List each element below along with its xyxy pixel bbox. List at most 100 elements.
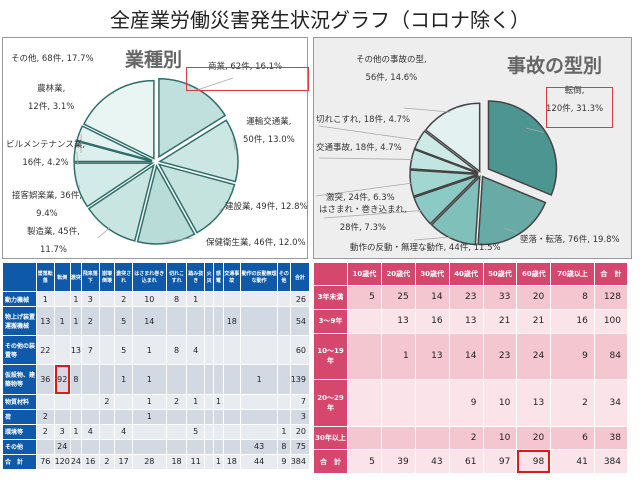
column-header: その他 xyxy=(278,263,290,291)
industry-chart-title: 業種別 xyxy=(125,49,183,71)
table-cell: 5 xyxy=(115,307,132,336)
table-cell: 1 xyxy=(132,336,166,365)
table-cell: 22 xyxy=(37,336,54,365)
table-cell xyxy=(241,336,278,365)
table-cell xyxy=(241,409,278,424)
table-cell: 2 xyxy=(99,394,115,409)
table-cell xyxy=(205,365,214,394)
table-cell xyxy=(54,336,70,365)
table-cell xyxy=(381,426,415,450)
table-cell xyxy=(54,409,70,424)
data-label: ビルメンテナンス業, 16件, 4.2% xyxy=(6,136,85,172)
table-cell xyxy=(214,365,223,394)
table-cell xyxy=(381,380,415,426)
table-cell xyxy=(132,424,166,439)
data-label: 製造業, 45件, 11.7% xyxy=(27,223,80,259)
row-label: 動力機械 xyxy=(3,292,36,307)
table-cell xyxy=(278,394,290,409)
column-header: 合計 xyxy=(290,263,309,291)
table-cell: 384 xyxy=(290,454,309,469)
table-cell xyxy=(115,409,132,424)
accident-type-chart-title: 事故の型別 xyxy=(507,55,603,77)
accident-type-pie-chart xyxy=(315,100,558,246)
pie-slice-6 xyxy=(413,130,479,174)
highlight-box xyxy=(186,67,309,91)
table-cell: 16 xyxy=(82,454,99,469)
data-label-line: 28件, 7.3% xyxy=(339,223,387,233)
table-cell: 8 xyxy=(70,365,82,394)
pie-slice-0 xyxy=(487,100,558,197)
table-row: 合 計 76 120 24 16 2 17 28 18 11 1 18 44 9 384 xyxy=(3,454,309,469)
row-label: その他の装置等 xyxy=(3,336,36,365)
column-header: 飛来落下 xyxy=(82,263,99,291)
table-cell: 6 xyxy=(551,426,594,450)
data-label-line: 墜落・転落, 76件, 19.8% xyxy=(520,235,620,245)
table-cell xyxy=(205,292,214,307)
table-cell: 1 xyxy=(278,424,290,439)
table-cell: 28 xyxy=(132,454,166,469)
table-cell: 1 xyxy=(214,454,223,469)
table-row: 動力機械 1 1 3 2 10 8 1 26 xyxy=(3,292,309,307)
table-cell: 5 xyxy=(348,286,381,309)
table-cell: 2 xyxy=(82,307,99,336)
table-cell: 1 xyxy=(132,409,166,424)
table-cell xyxy=(166,365,187,394)
table-cell xyxy=(54,394,70,409)
leader-line-1 xyxy=(503,227,518,233)
table-row: 物質材料 2 1 2 1 1 7 xyxy=(3,394,309,409)
data-label: 切れこすれ, 18件, 4.7% xyxy=(316,111,410,129)
data-label: 動作の反動・無理な動作, 44件, 11.5% xyxy=(350,239,501,257)
table-cell: 34 xyxy=(594,380,627,426)
table-cell: 139 xyxy=(290,365,309,394)
data-label-line: その他, 68件, 17.7% xyxy=(11,54,94,64)
column-header: はさまれ巻き込まれ xyxy=(132,263,166,291)
data-label: 農林業, 12件, 3.1% xyxy=(28,80,74,116)
column-header: 墜落転落 xyxy=(37,263,54,291)
column-header: 感電 xyxy=(214,263,223,291)
row-label: 物上げ装置運搬機械 xyxy=(3,307,36,336)
table-cell xyxy=(214,292,223,307)
table-cell xyxy=(241,292,278,307)
pie-slice-0 xyxy=(158,78,227,159)
column-header: 40歳代 xyxy=(449,263,483,285)
table-cell xyxy=(214,307,223,336)
table-cell: 98 xyxy=(517,450,551,473)
table-cell: 16 xyxy=(551,309,594,333)
table-cell xyxy=(214,439,223,454)
table-cell xyxy=(166,409,187,424)
column-header: 交通事故 xyxy=(223,263,241,291)
leader-line-5 xyxy=(318,157,414,160)
column-header: 火災 xyxy=(205,263,214,291)
leader-line-0 xyxy=(195,77,234,91)
table-cell: 13 xyxy=(449,309,483,333)
table-cell xyxy=(278,365,290,394)
table-cell xyxy=(214,336,223,365)
table-cell: 21 xyxy=(483,309,517,333)
table-cell xyxy=(241,424,278,439)
table-cell xyxy=(278,409,290,424)
highlight-box xyxy=(546,87,613,128)
table-cell: 23 xyxy=(449,286,483,309)
table-cell: 16 xyxy=(415,309,449,333)
table-cell: 2 xyxy=(115,292,132,307)
data-label: 接客娯楽業, 36件, 9.4% xyxy=(12,187,82,223)
row-label: 3年未満 xyxy=(314,286,347,309)
cause-by-accident-type-table: 墜落転落 転倒 激突 飛来落下 崩壊倒壊 激突され はさまれ巻き込まれ 切れこすれ 踏み抜き 火災… xyxy=(2,262,310,470)
table-row: 合 計 5 39 43 61 97 98 41 384 xyxy=(314,450,627,473)
table-cell xyxy=(37,439,54,454)
table-cell xyxy=(348,309,381,333)
pie-slice-8 xyxy=(82,79,155,160)
table-cell: 1 xyxy=(214,394,223,409)
column-header: 激突 xyxy=(70,263,82,291)
table-cell: 33 xyxy=(483,286,517,309)
table-cell xyxy=(82,409,99,424)
table-cell xyxy=(278,336,290,365)
table-cell: 1 xyxy=(381,333,415,379)
table-cell xyxy=(223,336,241,365)
table-cell: 18 xyxy=(166,454,187,469)
leader-line-0 xyxy=(525,127,544,133)
data-label: はさまれ・巻き込まれ, 28件, 7.3% xyxy=(319,201,407,237)
data-label: 保健衛生業, 46件, 12.0% xyxy=(206,234,306,252)
table-cell: 14 xyxy=(415,286,449,309)
row-label: 荷 xyxy=(3,409,36,424)
